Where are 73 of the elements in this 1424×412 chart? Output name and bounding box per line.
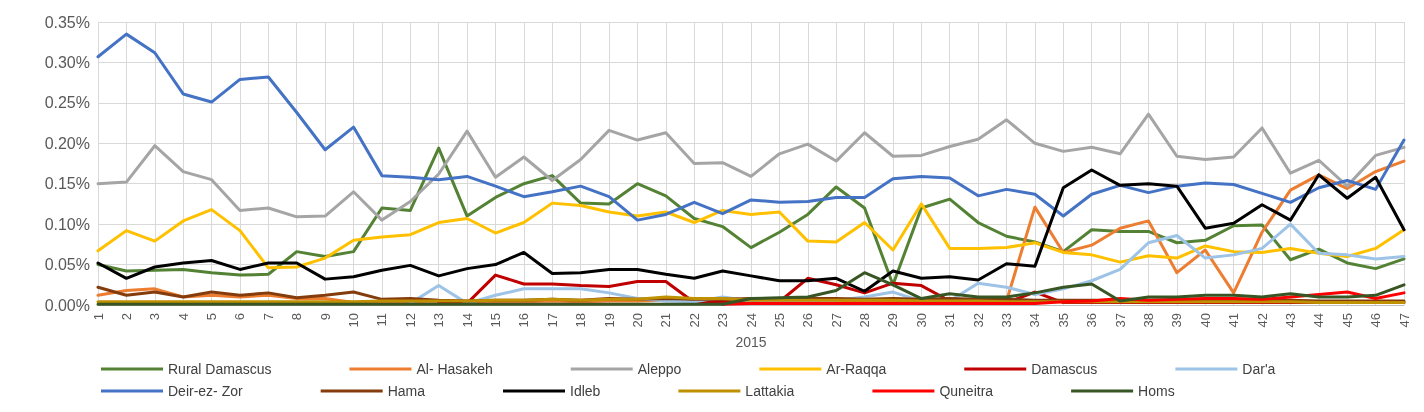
x-tick-label: 22 xyxy=(686,313,702,328)
x-tick-label: 14 xyxy=(459,313,475,328)
legend-label: Deir-ez- Zor xyxy=(168,383,244,399)
y-tick-label: 0.25% xyxy=(44,94,90,112)
x-tick-label: 23 xyxy=(715,313,731,328)
x-tick-label: 39 xyxy=(1169,313,1185,328)
x-tick-label: 18 xyxy=(573,313,589,328)
line-series xyxy=(721,290,1406,306)
legend-label: Idleb xyxy=(570,383,601,399)
legend-label: Dar'a xyxy=(1242,361,1276,377)
legend-label: Aleppo xyxy=(637,361,682,377)
x-tick-label: 5 xyxy=(204,313,220,321)
x-axis-title: 2015 xyxy=(735,334,767,351)
y-tick-label: 0.20% xyxy=(44,134,90,152)
x-tick-label: 38 xyxy=(1140,313,1156,328)
x-tick-label: 29 xyxy=(885,313,901,328)
legend-label: Damascus xyxy=(1031,361,1098,377)
x-tick-label: 15 xyxy=(487,313,503,328)
x-tick-label: 4 xyxy=(175,313,191,321)
x-tick-label: 25 xyxy=(771,313,787,328)
x-tick-label: 3 xyxy=(147,313,163,321)
x-tick-label: 40 xyxy=(1197,313,1213,328)
x-tick-label: 12 xyxy=(402,313,418,328)
y-tick-label: 0.30% xyxy=(44,53,90,71)
x-tick-label: 35 xyxy=(1055,313,1071,328)
x-tick-label: 30 xyxy=(913,313,929,328)
x-tick-label: 2 xyxy=(118,313,134,321)
x-tick-label: 31 xyxy=(942,313,958,328)
y-tick-label: 0.35% xyxy=(44,13,90,31)
x-tick-label: 13 xyxy=(431,313,447,328)
legend-label: Quneitra xyxy=(939,383,994,399)
x-tick-label: 46 xyxy=(1368,313,1384,328)
x-tick-label: 1 xyxy=(90,313,106,321)
x-tick-label: 42 xyxy=(1254,313,1270,328)
x-tick-label: 10 xyxy=(346,313,362,328)
x-tick-label: 11 xyxy=(374,313,390,327)
x-tick-label: 24 xyxy=(743,313,759,328)
x-tick-label: 44 xyxy=(1311,313,1327,328)
x-tick-label: 33 xyxy=(999,313,1015,328)
x-tick-label: 16 xyxy=(516,313,532,328)
x-tick-label: 34 xyxy=(1027,313,1043,328)
x-tick-label: 32 xyxy=(970,313,986,328)
x-tick-label: 28 xyxy=(857,313,873,328)
x-tick-label: 17 xyxy=(544,313,560,328)
x-tick-label: 47 xyxy=(1396,313,1412,328)
x-tick-label: 7 xyxy=(260,313,276,321)
line-series xyxy=(96,112,1406,222)
x-tick-label: 6 xyxy=(232,313,248,321)
x-tick-label: 26 xyxy=(800,313,816,328)
x-tick-label: 27 xyxy=(828,313,844,328)
y-tick-label: 0.05% xyxy=(44,256,90,274)
x-tick-label: 41 xyxy=(1226,313,1242,328)
legend-label: Hama xyxy=(387,383,426,399)
legend-label: Homs xyxy=(1138,383,1175,399)
legend-label: Rural Damascus xyxy=(168,361,272,377)
x-tick-label: 20 xyxy=(629,313,645,328)
y-tick-label: 0.00% xyxy=(44,296,90,314)
legend-label: Ar-Raqqa xyxy=(826,361,887,377)
x-tick-label: 37 xyxy=(1112,313,1128,328)
y-tick-label: 0.15% xyxy=(44,175,90,193)
line-series xyxy=(96,32,1406,222)
legend-label: Al- Hasakeh xyxy=(416,361,493,377)
x-tick-label: 21 xyxy=(658,313,674,328)
legend-label: Lattakia xyxy=(745,383,795,399)
line-series xyxy=(96,271,1406,306)
x-tick-label: 43 xyxy=(1282,313,1298,328)
x-tick-label: 19 xyxy=(601,313,617,328)
x-tick-label: 8 xyxy=(289,313,305,321)
x-tick-label: 45 xyxy=(1339,313,1355,328)
y-tick-label: 0.10% xyxy=(44,215,90,233)
x-tick-label: 36 xyxy=(1084,313,1100,328)
x-tick-label: 9 xyxy=(317,313,333,321)
line-series xyxy=(96,201,1406,270)
